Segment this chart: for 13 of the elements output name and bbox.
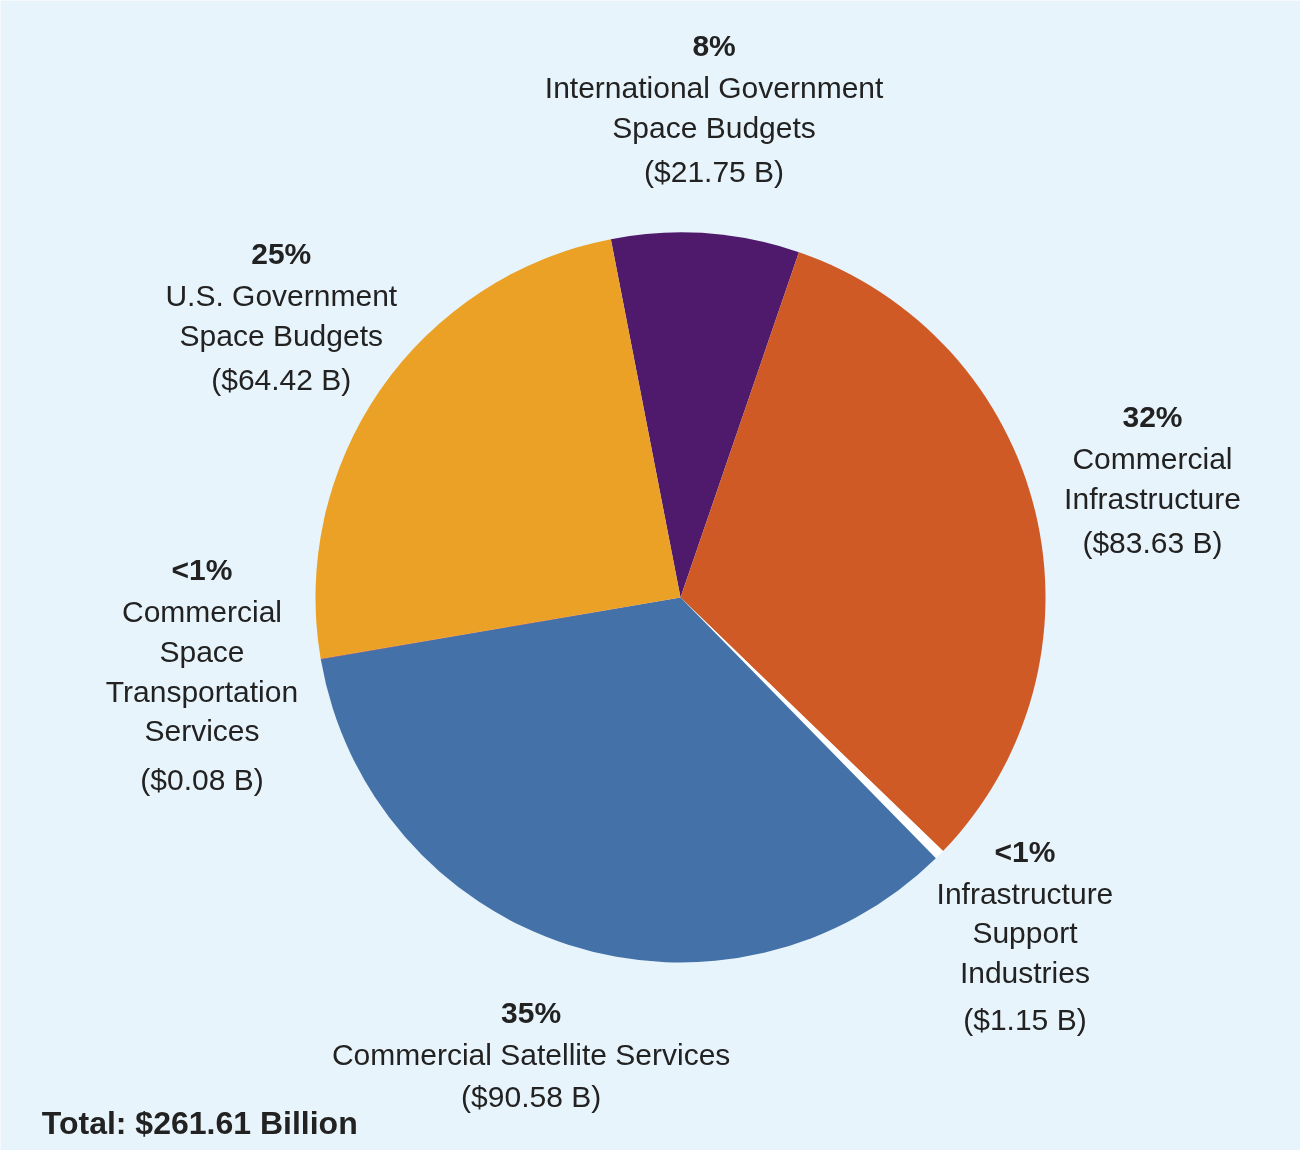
data-label: ($1.15 B) [963, 1002, 1087, 1036]
slice-label: 32% Commercial Infrastructure [1064, 399, 1241, 515]
slice-label: <1% Commercial Space Transportation Services [105, 553, 299, 748]
slice-label: 8% International Government Space Budgets [544, 29, 884, 144]
text: Total: $261.61 Billion [41, 1105, 358, 1142]
data-label: ($0.08 B) [140, 763, 264, 797]
slice-label: 35% Commercial Satellite Services [331, 996, 731, 1072]
slice-label: <1% Infrastructure Support Industries [936, 834, 1114, 989]
data-label: ($90.58 B) [461, 1080, 602, 1114]
data-label: ($21.75 B) [644, 155, 785, 189]
slice-label: 25% U.S. Government Space Budgets [165, 237, 398, 352]
data-label: ($64.42 B) [211, 363, 352, 397]
data-label: ($83.63 B) [1082, 525, 1223, 559]
